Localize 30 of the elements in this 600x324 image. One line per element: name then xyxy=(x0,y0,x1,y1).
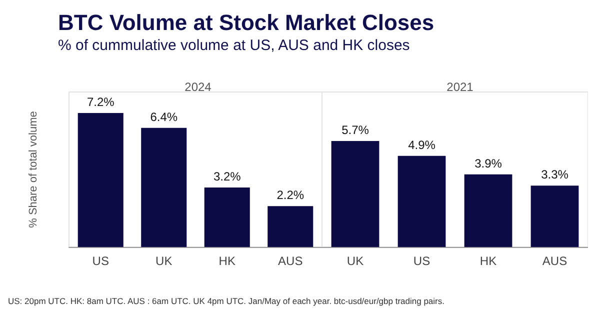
bar xyxy=(141,128,187,247)
text: BTC Volume at Stock Market Closes xyxy=(58,10,434,36)
x-tick-label: AUS xyxy=(542,254,568,268)
x-tick-label: UK xyxy=(156,254,172,268)
x-tick-label: AUS xyxy=(278,254,303,268)
data-label: 3.9% xyxy=(474,156,502,170)
data-label: 4.9% xyxy=(408,138,436,152)
data-label: 6.4% xyxy=(150,110,178,124)
x-tick-label: HK xyxy=(218,254,236,268)
text: US: 20pm UTC. HK: 8am UTC. AUS : 6am UTC. UK 4pm UTC. Jan/May of each year. btc-usd/eur/gbp trading pairs. xyxy=(8,296,444,306)
text: % of cummulative volume at US, AUS and HK closes xyxy=(58,37,411,54)
x-tick-label: HK xyxy=(480,254,497,268)
data-label: 3.2% xyxy=(213,169,242,184)
bar xyxy=(464,174,512,247)
bar xyxy=(78,113,124,247)
x-tick-label: UK xyxy=(346,254,364,268)
chart-title: 2021 xyxy=(446,80,474,94)
bar xyxy=(268,206,314,247)
data-label: 2.2% xyxy=(276,188,304,202)
x-tick-label: US xyxy=(413,254,430,268)
bar xyxy=(530,186,579,247)
data-label: 7.2% xyxy=(86,95,115,110)
data-label: 3.3% xyxy=(541,168,569,182)
chart-title: 2024 xyxy=(184,80,212,94)
bar xyxy=(204,187,250,247)
data-label: 5.7% xyxy=(342,122,370,137)
y-axis-title: % Share of total volume xyxy=(28,111,40,228)
x-tick-label: US xyxy=(92,254,109,268)
bar xyxy=(331,140,380,247)
bar xyxy=(398,156,446,247)
